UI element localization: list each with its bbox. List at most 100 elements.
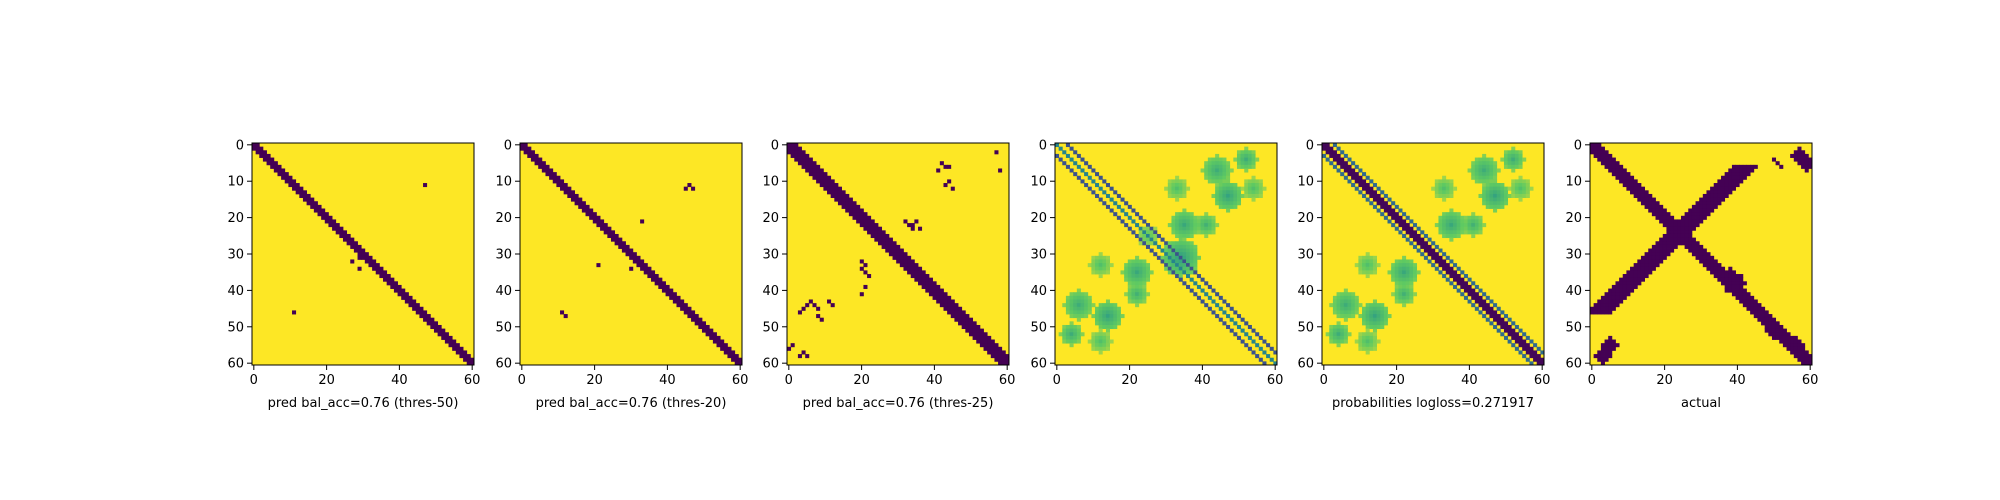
heatmap-cell: [691, 186, 696, 191]
heatmap-cell: [1746, 292, 1751, 297]
heatmap-cell: [1369, 314, 1374, 319]
heatmap-cell: [1226, 164, 1231, 169]
heatmap-cell: [965, 317, 970, 322]
heatmap-cell: [1340, 164, 1345, 169]
heatmap-cell: [943, 183, 948, 188]
heatmap-cell: [570, 197, 575, 202]
heatmap-cell: [1482, 175, 1487, 180]
heatmap-cell: [1222, 201, 1227, 206]
heatmap-cell: [1116, 310, 1121, 315]
heatmap-cell: [1626, 179, 1631, 184]
heatmap-cell: [259, 150, 264, 155]
heatmap-cell: [1329, 303, 1334, 308]
heatmap-cell: [452, 339, 457, 344]
heatmap-cell: [1383, 321, 1388, 326]
heatmap-cell: [1673, 219, 1678, 224]
heatmap-cell: [1131, 277, 1136, 282]
heatmap-cell: [393, 284, 398, 289]
heatmap-cell: [947, 310, 952, 315]
heatmap-cell: [1098, 270, 1103, 275]
heatmap-cell: [1394, 292, 1399, 297]
heatmap-cell: [459, 350, 464, 355]
heatmap-cell: [1336, 328, 1341, 333]
heatmap-cell: [1467, 299, 1472, 304]
heatmap-cell: [1456, 215, 1461, 220]
heatmap-cell: [1442, 212, 1447, 217]
heatmap-cell: [1735, 277, 1740, 282]
heatmap-cell: [520, 143, 525, 148]
heatmap-cell: [1325, 143, 1330, 148]
heatmap-cell: [1677, 223, 1682, 228]
heatmap-cell: [1604, 295, 1609, 300]
heatmap-cell: [687, 183, 692, 188]
heatmap-cell: [1376, 197, 1381, 202]
x-tick-label: 20: [318, 373, 335, 388]
heatmap-cell: [1482, 314, 1487, 319]
heatmap-cell: [1471, 295, 1476, 300]
heatmap-cell: [1467, 292, 1472, 297]
heatmap-cell: [1670, 233, 1675, 239]
heatmap-cell: [1218, 186, 1223, 191]
heatmap-cell: [1073, 150, 1078, 155]
heatmap-cell: [1761, 314, 1766, 319]
y-tick-label: 50: [227, 320, 244, 335]
heatmap-cell: [676, 299, 681, 304]
heatmap-cell: [1102, 335, 1107, 340]
heatmap-cell: [1706, 197, 1711, 202]
heatmap-cell: [1109, 314, 1114, 319]
heatmap-cell: [1507, 157, 1512, 162]
heatmap-cell: [921, 277, 926, 282]
heatmap-cell: [885, 233, 890, 239]
heatmap-cell: [1485, 193, 1490, 198]
heatmap-cell: [1640, 201, 1645, 206]
heatmap-cell: [1340, 157, 1345, 162]
heatmap-cell: [563, 190, 568, 195]
heatmap-cell: [1409, 281, 1414, 286]
heatmap-cell: [1189, 241, 1194, 246]
heatmap-cell: [1412, 266, 1418, 271]
heatmap-cell: [1222, 172, 1227, 177]
heatmap-cell: [1255, 179, 1260, 184]
heatmap-cell: [1080, 168, 1085, 173]
heatmap-cell: [1193, 263, 1198, 268]
heatmap-cell: [1782, 335, 1787, 340]
heatmap-cell: [805, 161, 810, 166]
heatmap-cell: [1131, 288, 1136, 293]
heatmap-cell: [299, 190, 304, 195]
heatmap-cell: [1640, 186, 1645, 191]
heatmap-cell: [1369, 321, 1374, 326]
heatmap-cell: [910, 274, 915, 279]
heatmap-cell: [1434, 255, 1439, 260]
heatmap-cell: [947, 299, 952, 304]
heatmap-cell: [972, 324, 977, 330]
y-tick-label: 60: [762, 357, 779, 372]
heatmap-cell: [1244, 321, 1249, 326]
heatmap-cell: [1215, 201, 1220, 206]
heatmap-cell: [1207, 164, 1212, 169]
heatmap-cell: [1717, 193, 1722, 198]
heatmap-cell: [530, 157, 535, 162]
heatmap-cell: [1713, 274, 1718, 279]
heatmap-cell: [1434, 252, 1439, 257]
heatmap-cell: [1095, 310, 1100, 315]
heatmap-cell: [1362, 332, 1367, 337]
heatmap-cell: [1354, 299, 1359, 304]
heatmap-cell: [1226, 179, 1231, 184]
heatmap-cell: [466, 354, 471, 359]
heatmap-cell: [1691, 208, 1696, 213]
heatmap-cell: [1801, 150, 1806, 155]
heatmap-cell: [459, 346, 464, 351]
heatmap-cell: [1644, 201, 1649, 206]
heatmap-cell: [958, 321, 963, 326]
heatmap-cell: [581, 208, 586, 213]
heatmap-cell: [1514, 339, 1519, 344]
heatmap-cell: [1358, 346, 1363, 351]
heatmap-cell: [1215, 183, 1220, 188]
heatmap-cell: [1412, 274, 1418, 279]
heatmap-cell: [1713, 259, 1718, 264]
heatmap-cell: [1362, 183, 1367, 188]
heatmap-cell: [665, 288, 670, 293]
heatmap-cell: [1804, 357, 1809, 362]
heatmap-cell: [1193, 281, 1198, 286]
heatmap-cell: [1688, 226, 1693, 231]
